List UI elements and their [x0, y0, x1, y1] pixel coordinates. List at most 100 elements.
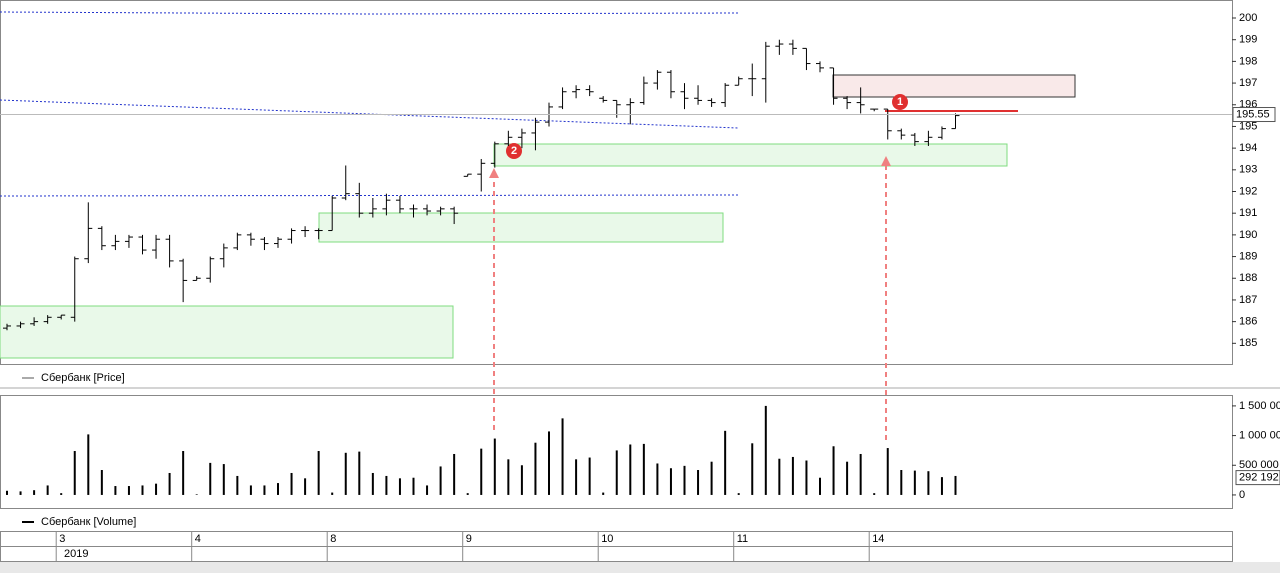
- volume-bar: [60, 493, 63, 495]
- volume-bar: [168, 472, 171, 495]
- y-tick-label: 192: [1239, 185, 1257, 197]
- y-tick-label: 199: [1239, 34, 1257, 46]
- volume-bar: [33, 490, 36, 495]
- y-tick-label: 198: [1239, 55, 1257, 67]
- volume-bar: [249, 485, 252, 495]
- legend-label: Сбербанк [Volume]: [41, 516, 136, 528]
- volume-bar: [805, 460, 808, 495]
- volume-bar: [466, 493, 469, 495]
- volume-bar: [724, 430, 727, 495]
- volume-bar: [439, 466, 442, 495]
- volume-bar: [195, 494, 198, 495]
- y-tick-label: 0: [1239, 489, 1245, 501]
- marker-label: 1: [897, 96, 903, 108]
- volume-bar: [710, 461, 713, 495]
- x-tick-label: 11: [737, 533, 748, 545]
- y-tick-label: 185: [1239, 337, 1257, 349]
- volume-bar: [656, 463, 659, 495]
- volume-bar: [669, 468, 672, 495]
- volume-bar: [87, 434, 90, 495]
- year-label: 2019: [64, 548, 88, 560]
- volume-bar: [507, 459, 510, 495]
- volume-bar: [114, 486, 117, 495]
- volume-bar: [358, 451, 361, 495]
- volume-bar: [398, 478, 401, 495]
- y-tick-label: 193: [1239, 164, 1257, 176]
- last-volume-box: [1235, 470, 1280, 486]
- volume-bar: [263, 485, 266, 495]
- volume-bar: [873, 493, 876, 495]
- arrow-head: [881, 156, 891, 166]
- volume-bar: [764, 405, 767, 495]
- y-tick-label: 197: [1239, 77, 1257, 89]
- volume-bar: [913, 470, 916, 495]
- volume-bar: [778, 458, 781, 495]
- volume-bar: [697, 470, 700, 495]
- marker-label: 2: [511, 145, 517, 157]
- volume-bar: [317, 451, 320, 495]
- volume-bar: [236, 475, 239, 495]
- zones: [0, 11, 1076, 440]
- legend-label: Сбербанк [Price]: [41, 372, 125, 384]
- volume-bar: [371, 472, 374, 495]
- marker: [892, 94, 908, 110]
- scrollbar[interactable]: [0, 562, 1280, 573]
- volume-bar: [19, 491, 22, 495]
- volume-bar: [900, 470, 903, 495]
- volume-bar: [127, 486, 130, 495]
- last-price-label: 195.55: [1236, 108, 1270, 120]
- y-tick-label: 1 500 000: [1239, 400, 1280, 412]
- resistance-zone: [832, 74, 1076, 98]
- y-tick-label: 191: [1239, 207, 1257, 219]
- volume-bar: [6, 490, 8, 495]
- volume-bar: [290, 472, 293, 495]
- volume-bar: [737, 493, 740, 495]
- y-tick-label: 200: [1239, 12, 1257, 24]
- arrow-head: [489, 168, 499, 178]
- volume-bar: [100, 470, 103, 495]
- volume-bar: [331, 492, 334, 495]
- y-tick-label: 1 000 000: [1239, 429, 1280, 441]
- volume-bar: [344, 452, 347, 495]
- markers: 1 2: [506, 94, 908, 159]
- volume-bar: [73, 451, 76, 495]
- x-tick-label: 10: [601, 533, 613, 545]
- y-tick-label: 187: [1239, 294, 1257, 306]
- volume-bar: [575, 459, 578, 495]
- volume-bar: [954, 475, 957, 495]
- volume-bar: [561, 418, 564, 495]
- volume-bar: [819, 477, 821, 495]
- y-tick-label: 189: [1239, 250, 1257, 262]
- y-tick-label: 188: [1239, 272, 1257, 284]
- x-tick-label: 14: [872, 533, 884, 545]
- y-tick-label: 190: [1239, 229, 1257, 241]
- trend-line: [0, 99, 739, 129]
- volume-bar: [751, 443, 754, 495]
- volume-bar: [209, 462, 212, 495]
- volume-bar: [927, 471, 930, 495]
- volume-bar: [940, 477, 943, 495]
- y-tick-label: 195: [1239, 120, 1257, 132]
- volume-bar: [683, 465, 686, 495]
- volume-bar: [832, 446, 835, 495]
- y-tick-label: 194: [1239, 142, 1257, 154]
- volume-bar: [182, 451, 185, 495]
- volume-bar: [277, 483, 279, 495]
- volume-bar: [385, 475, 388, 495]
- x-tick-label: 4: [195, 533, 201, 545]
- volume-bar: [46, 485, 49, 495]
- support-zone: [318, 212, 724, 243]
- volume-bar: [642, 443, 645, 495]
- support-zone: [493, 143, 1008, 167]
- volume-bar: [615, 450, 618, 495]
- price-panel: [0, 0, 1233, 365]
- volume-bar: [493, 438, 496, 495]
- volume-bar: [141, 485, 144, 495]
- trend-line: [0, 194, 739, 197]
- x-tick-label: 9: [466, 533, 472, 545]
- volume-bar: [222, 464, 225, 495]
- y-tick-label: 500 000: [1239, 459, 1279, 471]
- volume-bar: [791, 456, 794, 495]
- volume-bar: [602, 492, 605, 495]
